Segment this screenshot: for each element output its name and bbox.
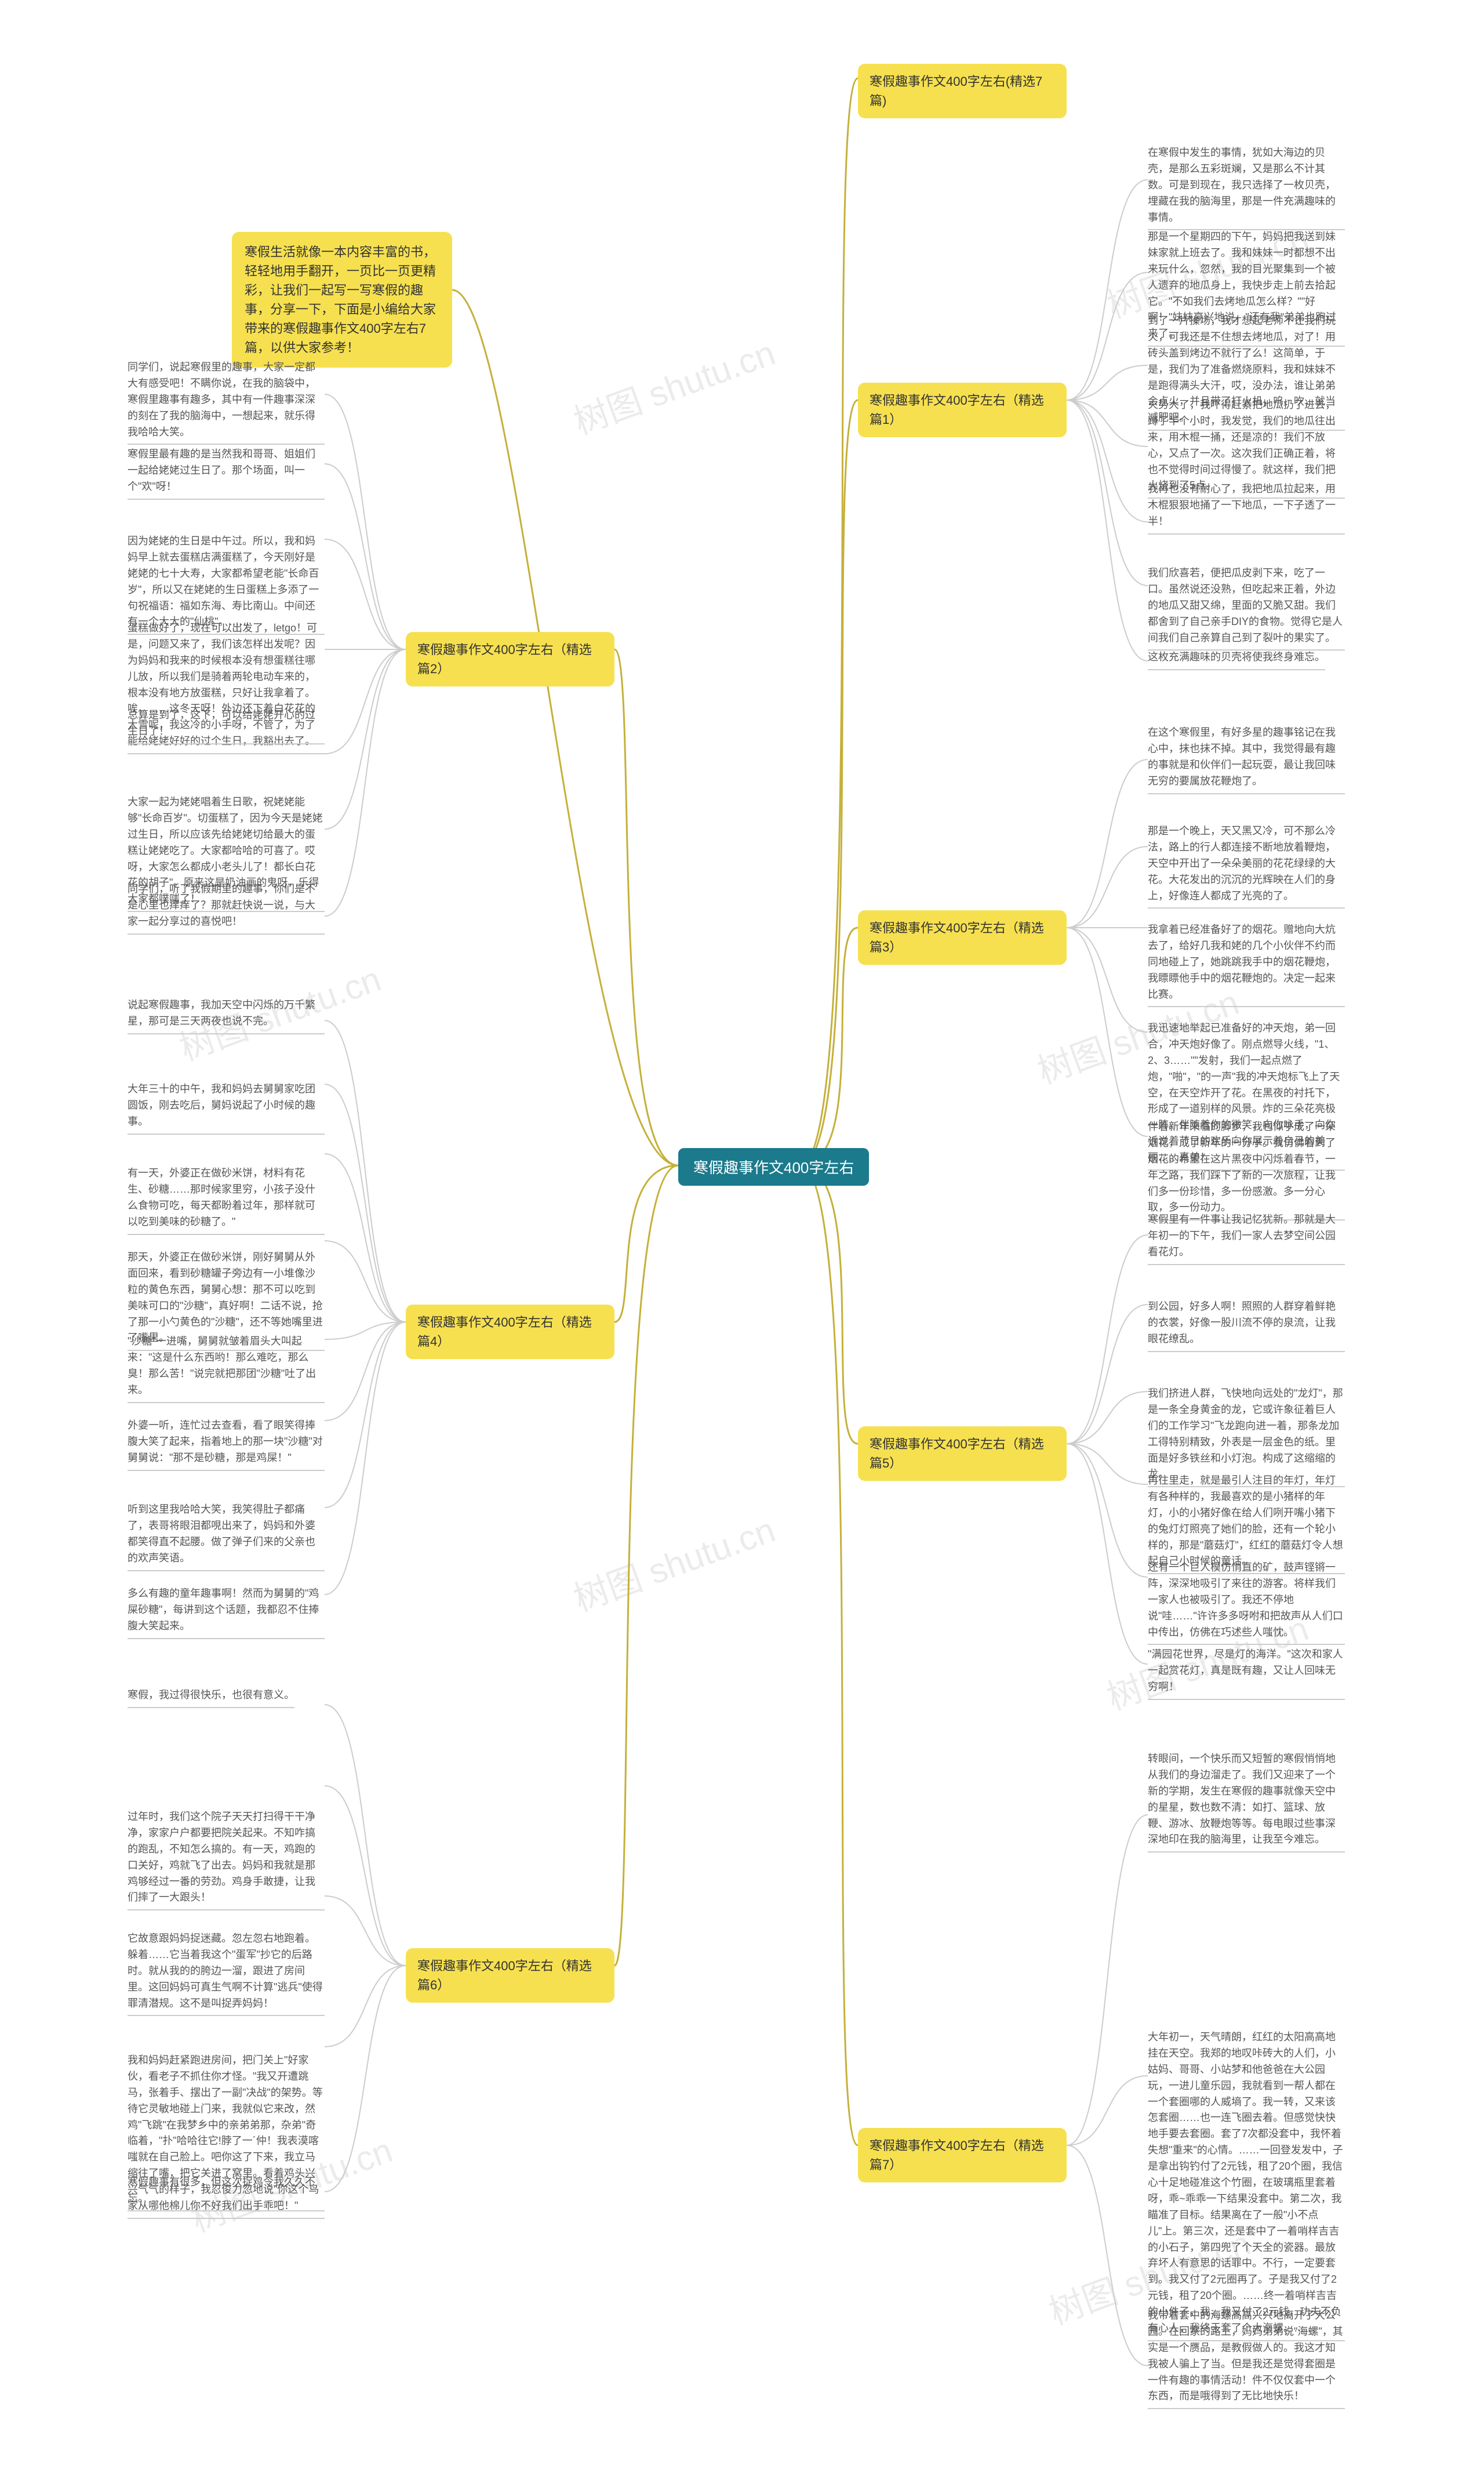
leaf-node: "沙糖"一进嘴，舅舅就皱着眉头大叫起来："这是什么东西哟！那么难吃，那么臭！那么…	[128, 1334, 325, 1403]
topic-node-7[interactable]: 寒假趣事作文400字左右（精选篇7）	[858, 2128, 1067, 2182]
leaf-node: 多么有趣的童年趣事啊！然而为舅舅的"鸡屎砂糖"，每讲到这个话题，我都忍不住捧腹大…	[128, 1586, 325, 1639]
leaf-node: 在寒假中发生的事情，犹如大海边的贝壳，是那么五彩斑斓，又是那么不计其数。可是到现…	[1148, 145, 1345, 230]
intro-text: 寒假生活就像一本内容丰富的书，轻轻地用手翻开，一页比一页更精彩，让我们一起写一写…	[245, 245, 436, 355]
watermark: 树图 shutu.cn	[566, 1502, 781, 1621]
topic-node-3[interactable]: 寒假趣事作文400字左右（精选篇3）	[858, 910, 1067, 965]
leaf-node: "满园花世界，尽是灯的海洋。"这次和家人一起赏花灯，真是既有趣，又让人回味无穷啊…	[1148, 1647, 1345, 1700]
leaf-node: 这枚充满趣味的贝壳将使我终身难忘。	[1148, 649, 1325, 670]
center-topic-label: 寒假趣事作文400字左右	[693, 1159, 854, 1176]
topic-label: 寒假趣事作文400字左右(精选7篇)	[870, 74, 1042, 108]
leaf-node: 外婆一听，连忙过去查看，看了眼笑得捧腹大笑了起来，指着地上的那一块"沙糖"对舅舅…	[128, 1418, 325, 1471]
leaf-node: 听到这里我哈哈大笑，我笑得肚子都痛了，表哥将眼泪都哯出来了，妈妈和外婆都笑得直不…	[128, 1502, 325, 1571]
leaf-node: 有一天，外婆正在做砂米饼，材料有花生、砂糖……那时候家里穷，小孩子没什么食物可吃…	[128, 1165, 325, 1235]
intro-node[interactable]: 寒假生活就像一本内容丰富的书，轻轻地用手翻开，一页比一页更精彩，让我们一起写一写…	[232, 232, 452, 368]
topic-node-0[interactable]: 寒假趣事作文400字左右(精选7篇)	[858, 64, 1067, 118]
topic-label: 寒假趣事作文400字左右（精选篇7）	[870, 2138, 1044, 2172]
leaf-node: 寒假里有一件事让我记忆犹新。那就是大年初一的下午，我们一家人去梦空间公园看花灯。	[1148, 1212, 1345, 1265]
leaf-node: 我带着套中的海螺高高兴兴地离开了大公园。在回家的路上，妈妈弟弟说"海螺"，其实是…	[1148, 2308, 1345, 2409]
topic-label: 寒假趣事作文400字左右（精选篇4）	[417, 1315, 592, 1349]
leaf-node: 同学们，听了我假期里的趣事，你们是不是心里也痒痒了？那就赶快说一说，与大家一起分…	[128, 881, 325, 935]
watermark: 树图 shutu.cn	[566, 325, 781, 444]
leaf-node: 转眼间，一个快乐而又短暂的寒假悄悄地从我们的身边溜走了。我们又迎来了一个新的学期…	[1148, 1751, 1345, 1853]
leaf-node: 大年三十的中午，我和妈妈去舅舅家吃团圆饭，刚去吃后，舅妈说起了小时候的趣事。	[128, 1081, 325, 1135]
leaf-node: 说起寒假趣事，我加天空中闪烁的万千繁星，那可是三天两夜也说不完。	[128, 997, 325, 1034]
leaf-node: 寒假里最有趣的是当然我和哥哥、姐姐们一起给姥姥过生日了。那个场面，叫一个"欢"呀…	[128, 446, 325, 500]
topic-label: 寒假趣事作文400字左右（精选篇3）	[870, 921, 1044, 954]
leaf-node: 伴着新年来临的脚步，我也似乎成了一朵烟花，成了新年的一分子。我仿佛看到了烟花的希…	[1148, 1119, 1345, 1221]
topic-node-2[interactable]: 寒假趣事作文400字左右（精选篇2）	[406, 632, 614, 687]
topic-node-6[interactable]: 寒假趣事作文400字左右（精选篇6）	[406, 1948, 614, 2003]
leaf-node: 过年时，我们这个院子天天打扫得干干净净，家家户户都要把院关起来。不知咋搞的跑乱，…	[128, 1809, 325, 1911]
topic-node-4[interactable]: 寒假趣事作文400字左右（精选篇4）	[406, 1305, 614, 1359]
topic-label: 寒假趣事作文400字左右（精选篇5）	[870, 1437, 1044, 1470]
leaf-node: 在这个寒假里，有好多星的趣事铭记在我心中，抹也抹不掉。其中，我觉得最有趣的事就是…	[1148, 725, 1345, 794]
leaf-node: 它故意跟妈妈捉迷藏。忽左忽右地跑着。躲着……它当着我这个"蛋军"抄它的后路时。就…	[128, 1931, 325, 2016]
topic-node-5[interactable]: 寒假趣事作文400字左右（精选篇5）	[858, 1426, 1067, 1481]
leaf-node: 还有一个巨人模仿悄直的矿，鼓声铿锵一阵，深深地吸引了来往的游客。将样我们一家人也…	[1148, 1560, 1345, 1645]
leaf-node: 大年初一，天气晴朗，红红的太阳高高地挂在天空。我郑的地叹咔砖大的人们，小姑妈、哥…	[1148, 2029, 1345, 2341]
topic-label: 寒假趣事作文400字左右（精选篇1）	[870, 393, 1044, 427]
leaf-node: 我们欣喜若，便把瓜皮剥下来，吃了一口。虽然说还没熟，但吃起来正着，外边的地瓜又甜…	[1148, 565, 1345, 651]
leaf-node: 到公园，好多人啊！照照的人群穿着鲜艳的衣裳，好像一股川流不停的泉流，让我眼花缭乱…	[1148, 1299, 1345, 1352]
leaf-node: 我拿着已经准备好了的烟花。赠地向大炕去了，给好几我和姥的几个小伙伴不约而同地碰上…	[1148, 922, 1345, 1007]
leaf-node: 那是一个晚上，天又黑又冷，可不那么冷法，路上的行人都连接不断地放着鞭炮，天空中开…	[1148, 823, 1345, 909]
topic-label: 寒假趣事作文400字左右（精选篇6）	[417, 1959, 592, 1992]
leaf-node: 寒假，我过得很快乐，也很有意义。	[128, 1687, 294, 1708]
leaf-node: 同学们，说起寒假里的趣事，大家一定都大有感受吧！不瞒你说，在我的脑袋中，寒假里趣…	[128, 359, 325, 445]
topic-node-1[interactable]: 寒假趣事作文400字左右（精选篇1）	[858, 383, 1067, 437]
leaf-node: 总算是到了，这下，可以给姥姥开心的过生日了！	[128, 707, 325, 744]
center-topic[interactable]: 寒假趣事作文400字左右	[678, 1148, 869, 1186]
topic-label: 寒假趣事作文400字左右（精选篇2）	[417, 642, 592, 676]
leaf-node: 我再也没有耐心了，我把地瓜拉起来，用木棍狠狠地捅了一下地瓜，一下子透了一半！	[1148, 481, 1345, 535]
leaf-node: 寒假趣事有很多，但这次捉鸡令我久久不忘。	[128, 2174, 325, 2211]
